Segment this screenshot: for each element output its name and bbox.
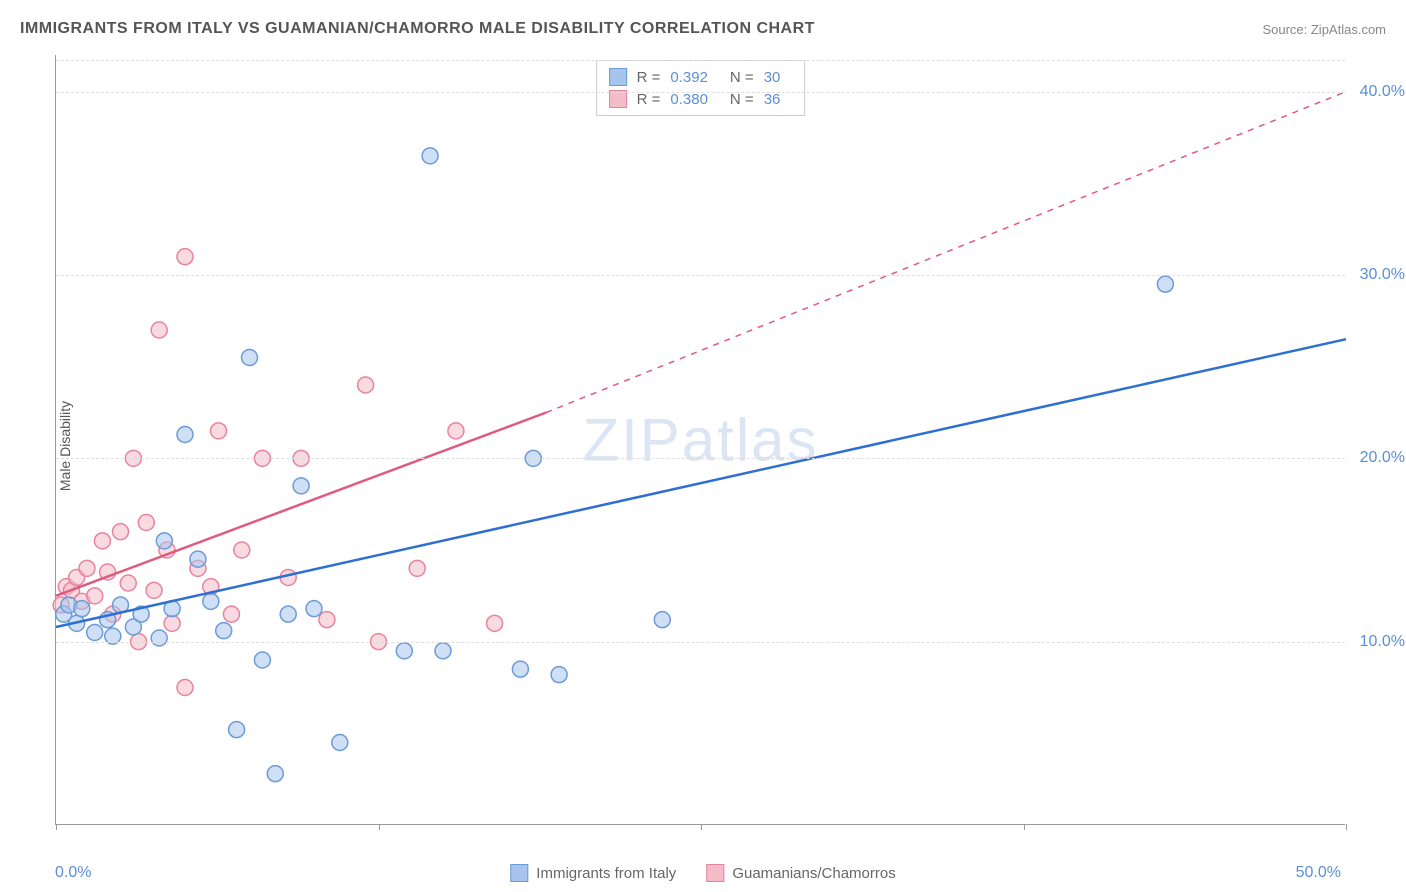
chart-title: IMMIGRANTS FROM ITALY VS GUAMANIAN/CHAMO… — [20, 20, 815, 38]
scatter-point — [211, 423, 227, 439]
gridline — [56, 642, 1345, 643]
legend-label-blue: Immigrants from Italy — [536, 865, 676, 882]
scatter-point — [293, 478, 309, 494]
n-value-blue: 30 — [764, 69, 781, 86]
scatter-point — [254, 652, 270, 668]
x-min-label: 0.0% — [55, 864, 91, 882]
scatter-point — [177, 680, 193, 696]
scatter-point — [94, 533, 110, 549]
scatter-point — [267, 766, 283, 782]
legend-item-pink: Guamanians/Chamorros — [706, 864, 895, 882]
scatter-point — [1157, 276, 1173, 292]
scatter-point — [151, 630, 167, 646]
scatter-point — [234, 542, 250, 558]
scatter-point — [422, 148, 438, 164]
x-tick — [1346, 824, 1347, 830]
r-label: R = — [637, 91, 661, 108]
scatter-point — [319, 612, 335, 628]
scatter-point — [216, 623, 232, 639]
scatter-svg — [56, 55, 1345, 824]
stats-legend-box: R = 0.392 N = 30 R = 0.380 N = 36 — [596, 60, 806, 116]
scatter-point — [223, 606, 239, 622]
x-max-label: 50.0% — [1296, 864, 1341, 882]
gridline — [56, 92, 1345, 93]
bottom-legend: Immigrants from Italy Guamanians/Chamorr… — [510, 864, 895, 882]
r-label: R = — [637, 69, 661, 86]
trend-line — [56, 413, 546, 596]
x-tick — [1024, 824, 1025, 830]
swatch-pink-icon — [609, 90, 627, 108]
scatter-point — [156, 533, 172, 549]
scatter-point — [120, 575, 136, 591]
n-label: N = — [730, 91, 754, 108]
scatter-point — [280, 606, 296, 622]
y-tick-label: 40.0% — [1360, 83, 1405, 101]
scatter-point — [87, 588, 103, 604]
n-label: N = — [730, 69, 754, 86]
chart-plot-area: ZIPatlas R = 0.392 N = 30 R = 0.380 N = … — [55, 55, 1345, 825]
y-tick-label: 30.0% — [1360, 266, 1405, 284]
stats-row-blue: R = 0.392 N = 30 — [609, 66, 793, 88]
n-value-pink: 36 — [764, 91, 781, 108]
swatch-pink-icon — [706, 864, 724, 882]
x-tick — [701, 824, 702, 830]
legend-item-blue: Immigrants from Italy — [510, 864, 676, 882]
scatter-point — [242, 350, 258, 366]
scatter-point — [654, 612, 670, 628]
scatter-point — [448, 423, 464, 439]
source-label: Source: ZipAtlas.com — [1262, 22, 1386, 37]
x-tick — [379, 824, 380, 830]
scatter-point — [435, 643, 451, 659]
scatter-point — [306, 601, 322, 617]
scatter-point — [113, 524, 129, 540]
scatter-point — [332, 735, 348, 751]
r-value-pink: 0.380 — [670, 91, 708, 108]
gridline — [56, 60, 1345, 61]
scatter-point — [396, 643, 412, 659]
swatch-blue-icon — [510, 864, 528, 882]
trend-line-dashed — [546, 92, 1346, 413]
scatter-point — [177, 427, 193, 443]
swatch-blue-icon — [609, 68, 627, 86]
y-tick-label: 10.0% — [1360, 633, 1405, 651]
scatter-point — [487, 615, 503, 631]
scatter-point — [74, 601, 90, 617]
scatter-point — [79, 560, 95, 576]
gridline — [56, 458, 1345, 459]
scatter-point — [138, 515, 154, 531]
legend-label-pink: Guamanians/Chamorros — [732, 865, 895, 882]
y-tick-label: 20.0% — [1360, 449, 1405, 467]
scatter-point — [87, 625, 103, 641]
scatter-point — [551, 667, 567, 683]
gridline — [56, 275, 1345, 276]
scatter-point — [146, 582, 162, 598]
scatter-point — [512, 661, 528, 677]
scatter-point — [409, 560, 425, 576]
scatter-point — [358, 377, 374, 393]
trend-line — [56, 339, 1346, 627]
scatter-point — [164, 615, 180, 631]
scatter-point — [151, 322, 167, 338]
scatter-point — [229, 722, 245, 738]
scatter-point — [203, 593, 219, 609]
scatter-point — [190, 551, 206, 567]
x-tick — [56, 824, 57, 830]
r-value-blue: 0.392 — [670, 69, 708, 86]
scatter-point — [177, 249, 193, 265]
